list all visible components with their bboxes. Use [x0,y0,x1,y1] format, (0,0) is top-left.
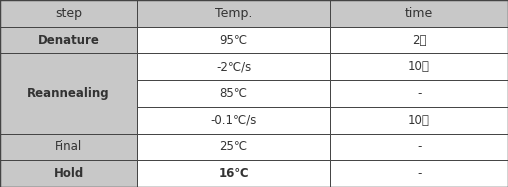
Text: -: - [417,167,421,180]
Text: step: step [55,7,82,20]
Text: -0.1℃/s: -0.1℃/s [210,114,257,127]
Bar [330,80,508,107]
Bar [330,160,508,187]
Text: Denature: Denature [38,34,100,47]
Bar [330,107,508,134]
Bar [0,134,137,160]
Text: 16℃: 16℃ [218,167,249,180]
Text: -: - [417,140,421,153]
Text: Reannealing: Reannealing [27,87,110,100]
Text: time: time [405,7,433,20]
Bar [137,80,330,107]
Bar [137,134,330,160]
Bar [137,0,330,27]
Bar [137,107,330,134]
Text: Temp.: Temp. [215,7,252,20]
Bar [137,27,330,53]
Bar [0,27,137,53]
Text: 85℃: 85℃ [219,87,248,100]
Bar [330,0,508,27]
Text: Hold: Hold [53,167,84,180]
Bar [330,134,508,160]
Text: -2℃/s: -2℃/s [216,60,251,73]
Text: Final: Final [55,140,82,153]
Bar [330,53,508,80]
Bar [0,53,137,134]
Bar [0,160,137,187]
Bar [0,0,137,27]
Text: 25℃: 25℃ [219,140,248,153]
Text: 95℃: 95℃ [219,34,248,47]
Bar [137,160,330,187]
Bar [330,27,508,53]
Text: -: - [417,87,421,100]
Text: 10분: 10분 [408,114,430,127]
Bar [137,53,330,80]
Text: 2분: 2분 [412,34,426,47]
Text: 10초: 10초 [408,60,430,73]
